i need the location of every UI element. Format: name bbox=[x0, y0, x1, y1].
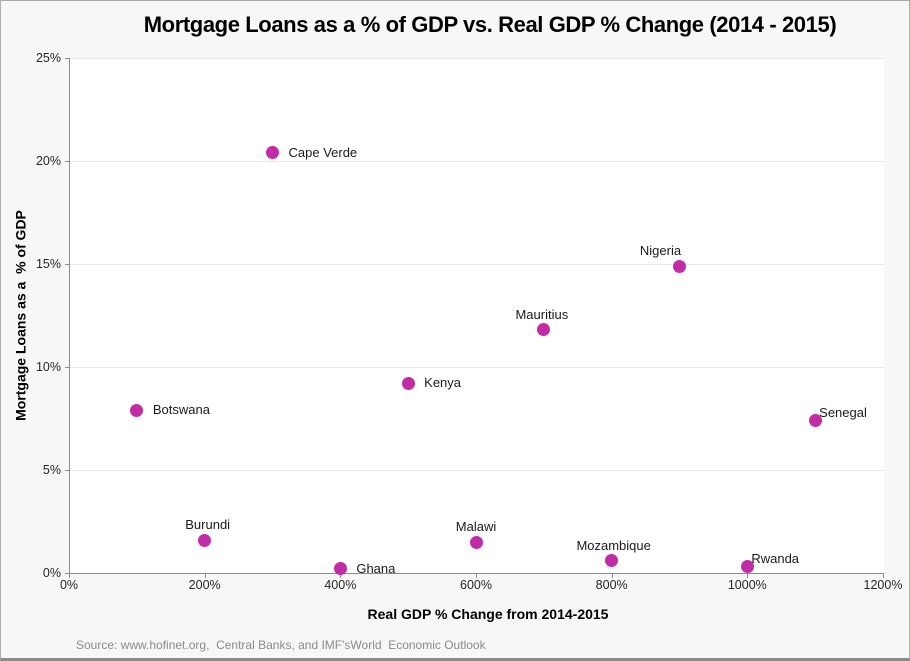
point-label-malawi: Malawi bbox=[455, 519, 497, 535]
source-note: Source: www.hofinet.org, Central Banks, … bbox=[76, 638, 486, 652]
y-tick-label-20: 20% bbox=[35, 154, 61, 168]
point-label-botswana: Botswana bbox=[152, 402, 210, 418]
y-tick-15 bbox=[65, 264, 69, 265]
chart-title: Mortgage Loans as a % of GDP vs. Real GD… bbox=[143, 12, 837, 37]
point-label-mauritius: Mauritius bbox=[515, 306, 569, 322]
point-label-burundi: Burundi bbox=[185, 517, 231, 533]
data-point-ghana bbox=[333, 562, 347, 576]
x-tick-1200 bbox=[883, 574, 884, 578]
x-tick-label-800: 800% bbox=[595, 578, 628, 592]
data-point-rwanda bbox=[740, 560, 754, 574]
y-tick-5 bbox=[65, 470, 69, 471]
plot-area bbox=[69, 58, 884, 574]
y-tick-label-15: 15% bbox=[35, 257, 61, 271]
y-tick-label-0: 0% bbox=[42, 566, 61, 580]
x-tick-200 bbox=[204, 574, 206, 578]
y-tick-label-25: 25% bbox=[35, 51, 61, 65]
x-axis-title: Real GDP % Change from 2014-2015 bbox=[367, 606, 609, 622]
data-point-nigeria bbox=[673, 259, 686, 273]
y-tick-25 bbox=[65, 58, 69, 59]
point-label-mozambique: Mozambique bbox=[576, 537, 651, 553]
gridline-10 bbox=[70, 367, 884, 368]
gridline-15 bbox=[70, 264, 884, 265]
data-point-cape-verde bbox=[266, 146, 279, 160]
y-tick-label-5: 5% bbox=[42, 463, 61, 477]
y-tick-10 bbox=[65, 367, 69, 368]
x-tick-800 bbox=[611, 574, 613, 578]
x-tick-1000 bbox=[747, 574, 749, 578]
data-point-malawi bbox=[469, 535, 483, 549]
x-tick-label-1000: 1000% bbox=[727, 578, 767, 592]
point-label-ghana: Ghana bbox=[356, 560, 396, 576]
x-tick-label-1200: 1200% bbox=[863, 578, 903, 592]
point-label-rwanda: Rwanda bbox=[751, 550, 800, 566]
point-label-kenya: Kenya bbox=[424, 375, 462, 391]
x-tick-label-400: 400% bbox=[324, 578, 357, 592]
x-tick-label-600: 600% bbox=[460, 578, 492, 592]
gridline-5 bbox=[70, 470, 884, 471]
data-point-senegal bbox=[808, 414, 822, 428]
y-tick-20 bbox=[65, 161, 69, 162]
data-point-mozambique bbox=[605, 554, 619, 568]
data-point-botswana bbox=[130, 403, 144, 417]
gridline-25 bbox=[70, 58, 884, 59]
point-label-senegal: Senegal bbox=[819, 404, 867, 420]
point-label-cape-verde: Cape Verde bbox=[288, 144, 358, 160]
y-tick-0 bbox=[65, 573, 69, 574]
data-point-mauritius bbox=[537, 323, 551, 337]
y-axis-title: Mortgage Loans as a % of GDP bbox=[12, 210, 29, 421]
x-tick-0 bbox=[69, 574, 70, 578]
y-tick-label-10: 10% bbox=[35, 360, 61, 374]
point-label-nigeria: Nigeria bbox=[639, 243, 682, 259]
gridline-20 bbox=[70, 161, 884, 162]
x-tick-label-200: 200% bbox=[188, 578, 221, 592]
x-tick-label-0: 0% bbox=[59, 578, 79, 592]
x-tick-400 bbox=[340, 574, 342, 578]
data-point-kenya bbox=[401, 376, 415, 390]
x-tick-600 bbox=[476, 574, 477, 578]
data-point-burundi bbox=[198, 533, 212, 547]
